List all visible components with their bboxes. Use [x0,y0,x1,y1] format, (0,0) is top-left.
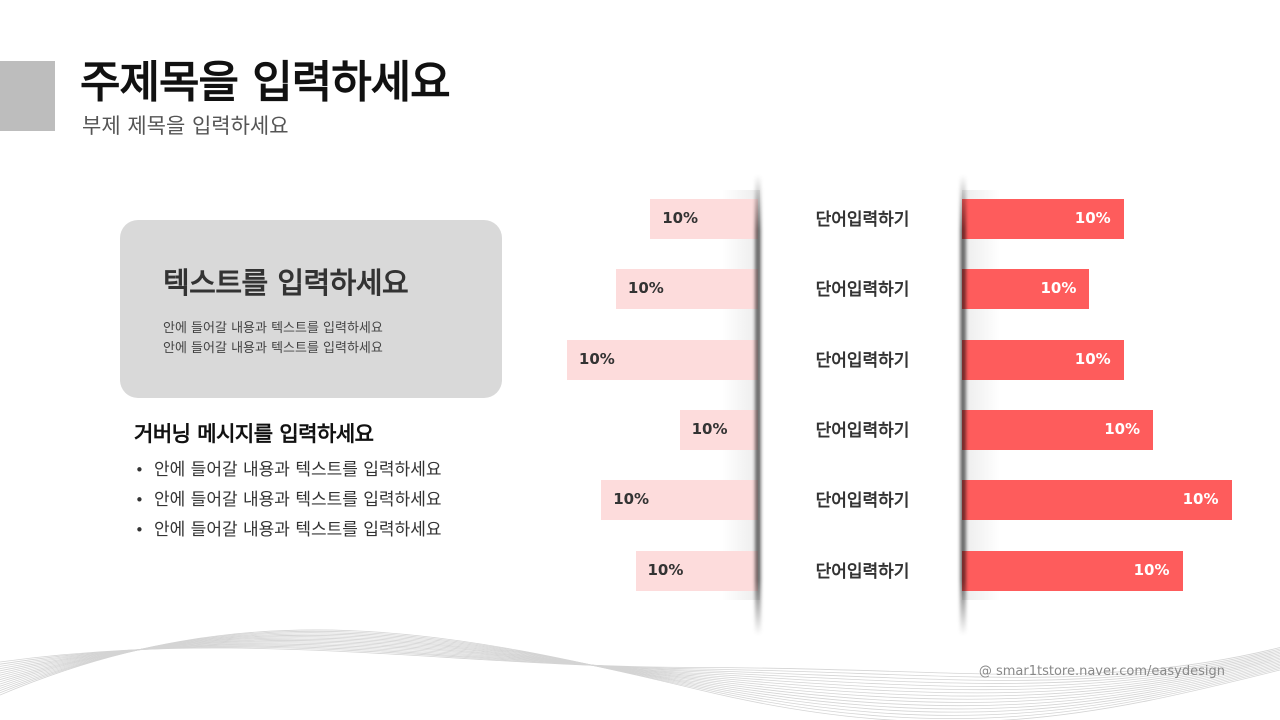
bullet-item: 안에 들어갈 내용과 텍스트를 입력하세요 [134,487,442,517]
category-label: 단어입력하기 [815,491,910,511]
right-bar-value-label: 10% [1104,420,1141,438]
right-bar: 10% [962,269,1090,309]
right-bar-value-label: 10% [1133,561,1170,579]
left-bar-value-label: 10% [613,490,650,508]
right-bar: 10% [962,410,1154,450]
right-bar-value-label: 10% [1074,350,1111,368]
card-line: 안에 들어갈 내용과 텍스트를 입력하세요 [163,341,383,356]
left-bar: 10% [635,551,758,591]
left-bar: 10% [566,340,758,380]
category-label: 단어입력하기 [815,421,910,441]
left-bar-value-label: 10% [691,420,728,438]
left-bar-value-label: 10% [647,561,684,579]
right-bar: 10% [962,480,1232,520]
bullet-item: 안에 들어갈 내용과 텍스트를 입력하세요 [134,457,442,487]
right-bar-value-label: 10% [1182,490,1219,508]
left-bar-value-label: 10% [627,279,664,297]
left-bar: 10% [615,269,758,309]
right-bar: 10% [962,551,1183,591]
left-bar: 10% [650,199,758,239]
governing-message-title: 거버닝 메시지를 입력하세요 [134,422,374,446]
left-divider-line [755,175,761,635]
text-card: 텍스트를 입력하세요 안에 들어갈 내용과 텍스트를 입력하세요 안에 들어갈 … [120,220,502,398]
left-bar-value-label: 10% [662,209,699,227]
category-label: 단어입력하기 [815,562,910,582]
left-divider-shade [722,190,760,600]
card-body: 안에 들어갈 내용과 텍스트를 입력하세요 안에 들어갈 내용과 텍스트를 입력… [163,319,383,359]
right-bar: 10% [962,340,1124,380]
footer-credit: @ smar1tstore.naver.com/easydesign [978,664,1225,679]
page-subtitle: 부제 제목을 입력하세요 [82,114,289,138]
category-label: 단어입력하기 [815,210,910,230]
category-label: 단어입력하기 [815,280,910,300]
right-bar-value-label: 10% [1040,279,1077,297]
right-divider-line [960,175,966,635]
card-line: 안에 들어갈 내용과 텍스트를 입력하세요 [163,321,383,336]
page-title: 주제목을 입력하세요 [80,57,451,108]
right-divider-shade [962,190,1000,600]
right-bar-value-label: 10% [1074,209,1111,227]
bullet-item: 안에 들어갈 내용과 텍스트를 입력하세요 [134,517,442,547]
left-bar: 10% [601,480,758,520]
wave-decoration [0,629,1280,720]
card-title: 텍스트를 입력하세요 [163,266,409,300]
left-bar: 10% [679,410,758,450]
bullet-list: 안에 들어갈 내용과 텍스트를 입력하세요 안에 들어갈 내용과 텍스트를 입력… [134,457,442,547]
category-label: 단어입력하기 [815,351,910,371]
title-accent-block [0,61,55,131]
left-bar-value-label: 10% [578,350,615,368]
right-bar: 10% [962,199,1124,239]
